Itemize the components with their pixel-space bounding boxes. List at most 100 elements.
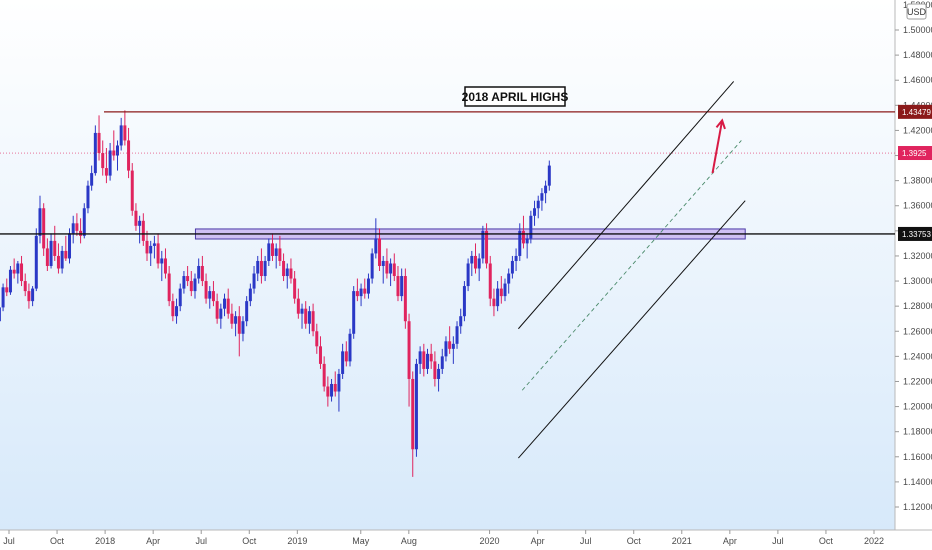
candle[interactable] (293, 271, 297, 304)
candle[interactable] (93, 125, 97, 176)
current-price-badge[interactable]: 1.3925 (898, 146, 932, 161)
candle[interactable] (344, 341, 348, 367)
candle[interactable] (521, 215, 525, 249)
candle[interactable] (112, 130, 116, 161)
candle[interactable] (282, 253, 286, 282)
candle[interactable] (204, 273, 208, 304)
candle[interactable] (226, 288, 230, 319)
candle[interactable] (429, 343, 433, 369)
candle[interactable] (318, 336, 322, 369)
candle[interactable] (403, 268, 407, 329)
candle[interactable] (274, 243, 278, 269)
candle[interactable] (481, 225, 485, 264)
candle[interactable] (211, 281, 215, 307)
candle[interactable] (193, 273, 197, 299)
candle[interactable] (499, 276, 503, 304)
candle[interactable] (374, 218, 378, 259)
candle[interactable] (477, 253, 481, 282)
candle[interactable] (544, 180, 548, 204)
currency-badge[interactable]: USD (906, 3, 927, 20)
candle[interactable] (219, 303, 223, 329)
candle[interactable] (525, 233, 529, 259)
candle[interactable] (71, 215, 75, 244)
candle[interactable] (252, 265, 256, 294)
candle[interactable] (492, 288, 496, 317)
candle[interactable] (304, 301, 308, 329)
candle[interactable] (56, 243, 60, 274)
candle[interactable] (141, 213, 145, 246)
candle[interactable] (433, 351, 437, 387)
candle[interactable] (134, 203, 138, 231)
candle[interactable] (197, 258, 201, 284)
candle[interactable] (8, 265, 12, 295)
candle[interactable] (485, 223, 489, 269)
candle[interactable] (385, 248, 389, 279)
candle[interactable] (330, 378, 334, 402)
candle[interactable] (285, 263, 289, 289)
candle[interactable] (49, 233, 53, 269)
candle[interactable] (104, 147, 108, 184)
candle[interactable] (333, 371, 337, 397)
candle[interactable] (455, 321, 459, 349)
candle[interactable] (20, 255, 24, 287)
candle[interactable] (241, 316, 245, 342)
candle[interactable] (34, 228, 38, 292)
candle[interactable] (149, 240, 153, 266)
candle[interactable] (363, 278, 367, 299)
candle[interactable] (507, 268, 511, 294)
candle[interactable] (547, 160, 551, 191)
candle[interactable] (27, 283, 31, 309)
support-price-badge[interactable]: 1.33753 (898, 226, 932, 241)
candle[interactable] (462, 281, 466, 322)
candle[interactable] (322, 356, 326, 392)
candle[interactable] (152, 235, 156, 259)
candle[interactable] (540, 188, 544, 211)
candle[interactable] (366, 273, 370, 299)
candle[interactable] (352, 286, 356, 339)
candle[interactable] (311, 303, 315, 337)
candle[interactable] (223, 293, 227, 317)
candle[interactable] (418, 346, 422, 374)
candle[interactable] (16, 260, 20, 284)
candle[interactable] (178, 283, 182, 312)
candle[interactable] (510, 255, 514, 279)
candle[interactable] (86, 180, 90, 214)
candle[interactable] (400, 268, 404, 302)
candle[interactable] (440, 348, 444, 374)
candle[interactable] (189, 271, 193, 297)
candle[interactable] (234, 311, 238, 337)
candle[interactable] (259, 248, 263, 284)
candle[interactable] (145, 230, 149, 261)
candle[interactable] (230, 303, 234, 329)
candle[interactable] (45, 238, 49, 272)
candle[interactable] (278, 235, 282, 266)
candle[interactable] (307, 306, 311, 334)
candle[interactable] (163, 248, 167, 279)
candle[interactable] (82, 203, 86, 239)
trend-arrow[interactable] (711, 118, 726, 174)
candle[interactable] (378, 228, 382, 272)
candle[interactable] (267, 238, 271, 266)
candle[interactable] (414, 358, 418, 457)
candle[interactable] (200, 255, 204, 287)
candle[interactable] (23, 273, 27, 297)
highs-label-box[interactable]: 2018 APRIL HIGHS (462, 86, 569, 107)
candle[interactable] (533, 200, 537, 226)
candle[interactable] (459, 308, 463, 334)
candle[interactable] (42, 203, 46, 256)
candle[interactable] (326, 376, 330, 407)
candle[interactable] (341, 343, 345, 379)
candle[interactable] (448, 326, 452, 354)
candle[interactable] (127, 127, 131, 179)
candle[interactable] (263, 255, 267, 282)
candle[interactable] (470, 250, 474, 277)
candle[interactable] (407, 313, 411, 407)
candle[interactable] (0, 304, 1, 329)
channel-lower-line[interactable] (518, 200, 746, 459)
candle[interactable] (514, 248, 518, 272)
candle[interactable] (108, 142, 112, 181)
candle[interactable] (518, 223, 522, 261)
candle[interactable] (381, 255, 385, 284)
candle[interactable] (31, 286, 35, 307)
